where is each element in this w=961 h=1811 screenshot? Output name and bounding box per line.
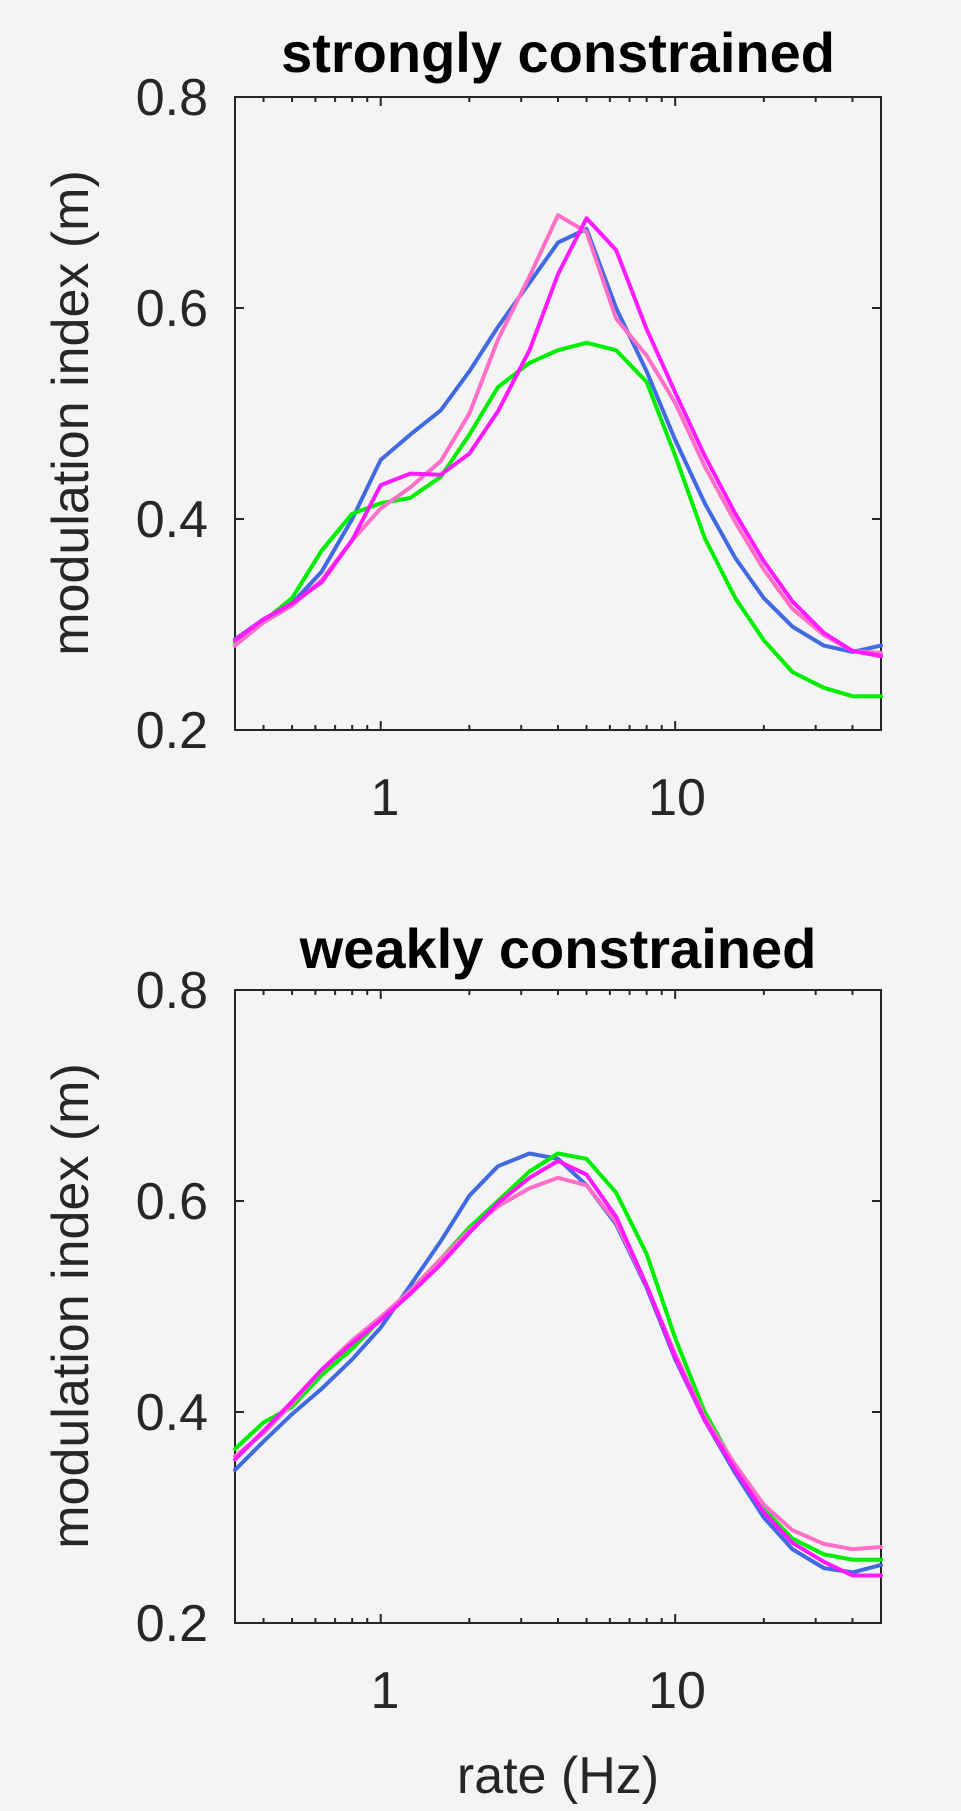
y-tick-label-0.8: 0.8 bbox=[136, 69, 208, 127]
axis-ticks-1 bbox=[235, 96, 882, 731]
series-line-4 bbox=[233, 216, 883, 659]
y-tick-label-0.8: 0.8 bbox=[136, 962, 208, 1020]
series-line-2 bbox=[233, 340, 883, 699]
series-lines-1 bbox=[233, 213, 883, 699]
chart-panel-weakly-constrained: weakly constrained modulation index (m) … bbox=[42, 917, 883, 1805]
x-tick-label-10: 10 bbox=[648, 1662, 706, 1720]
series-line-2 bbox=[233, 1151, 883, 1562]
chart-panel-strongly-constrained: strongly constrained modulation index (m… bbox=[42, 21, 883, 827]
chart-title-1: strongly constrained bbox=[281, 21, 835, 84]
series-line-4 bbox=[233, 1158, 883, 1578]
x-tick-label-10: 10 bbox=[648, 769, 706, 827]
y-tick-label-0.6: 0.6 bbox=[136, 280, 208, 338]
x-axis-label-2: rate (Hz) bbox=[457, 1747, 659, 1805]
y-tick-label-0.4: 0.4 bbox=[136, 491, 208, 549]
series-lines-2 bbox=[233, 1151, 883, 1578]
chart-title-2: weakly constrained bbox=[299, 917, 817, 980]
x-tick-label-1: 1 bbox=[371, 769, 400, 827]
series-line-1 bbox=[233, 1151, 883, 1575]
y-axis-label-1: modulation index (m) bbox=[42, 170, 100, 656]
y-tick-label-0.6: 0.6 bbox=[136, 1173, 208, 1231]
series-line-1 bbox=[233, 226, 883, 654]
y-tick-label-0.4: 0.4 bbox=[136, 1384, 208, 1442]
axis-ticks-2 bbox=[235, 989, 882, 1624]
y-tick-label-0.2: 0.2 bbox=[136, 1595, 208, 1653]
y-tick-label-0.2: 0.2 bbox=[136, 702, 208, 760]
axes-box-1 bbox=[234, 96, 882, 731]
y-axis-label-2: modulation index (m) bbox=[42, 1063, 100, 1549]
x-tick-label-1: 1 bbox=[371, 1662, 400, 1720]
